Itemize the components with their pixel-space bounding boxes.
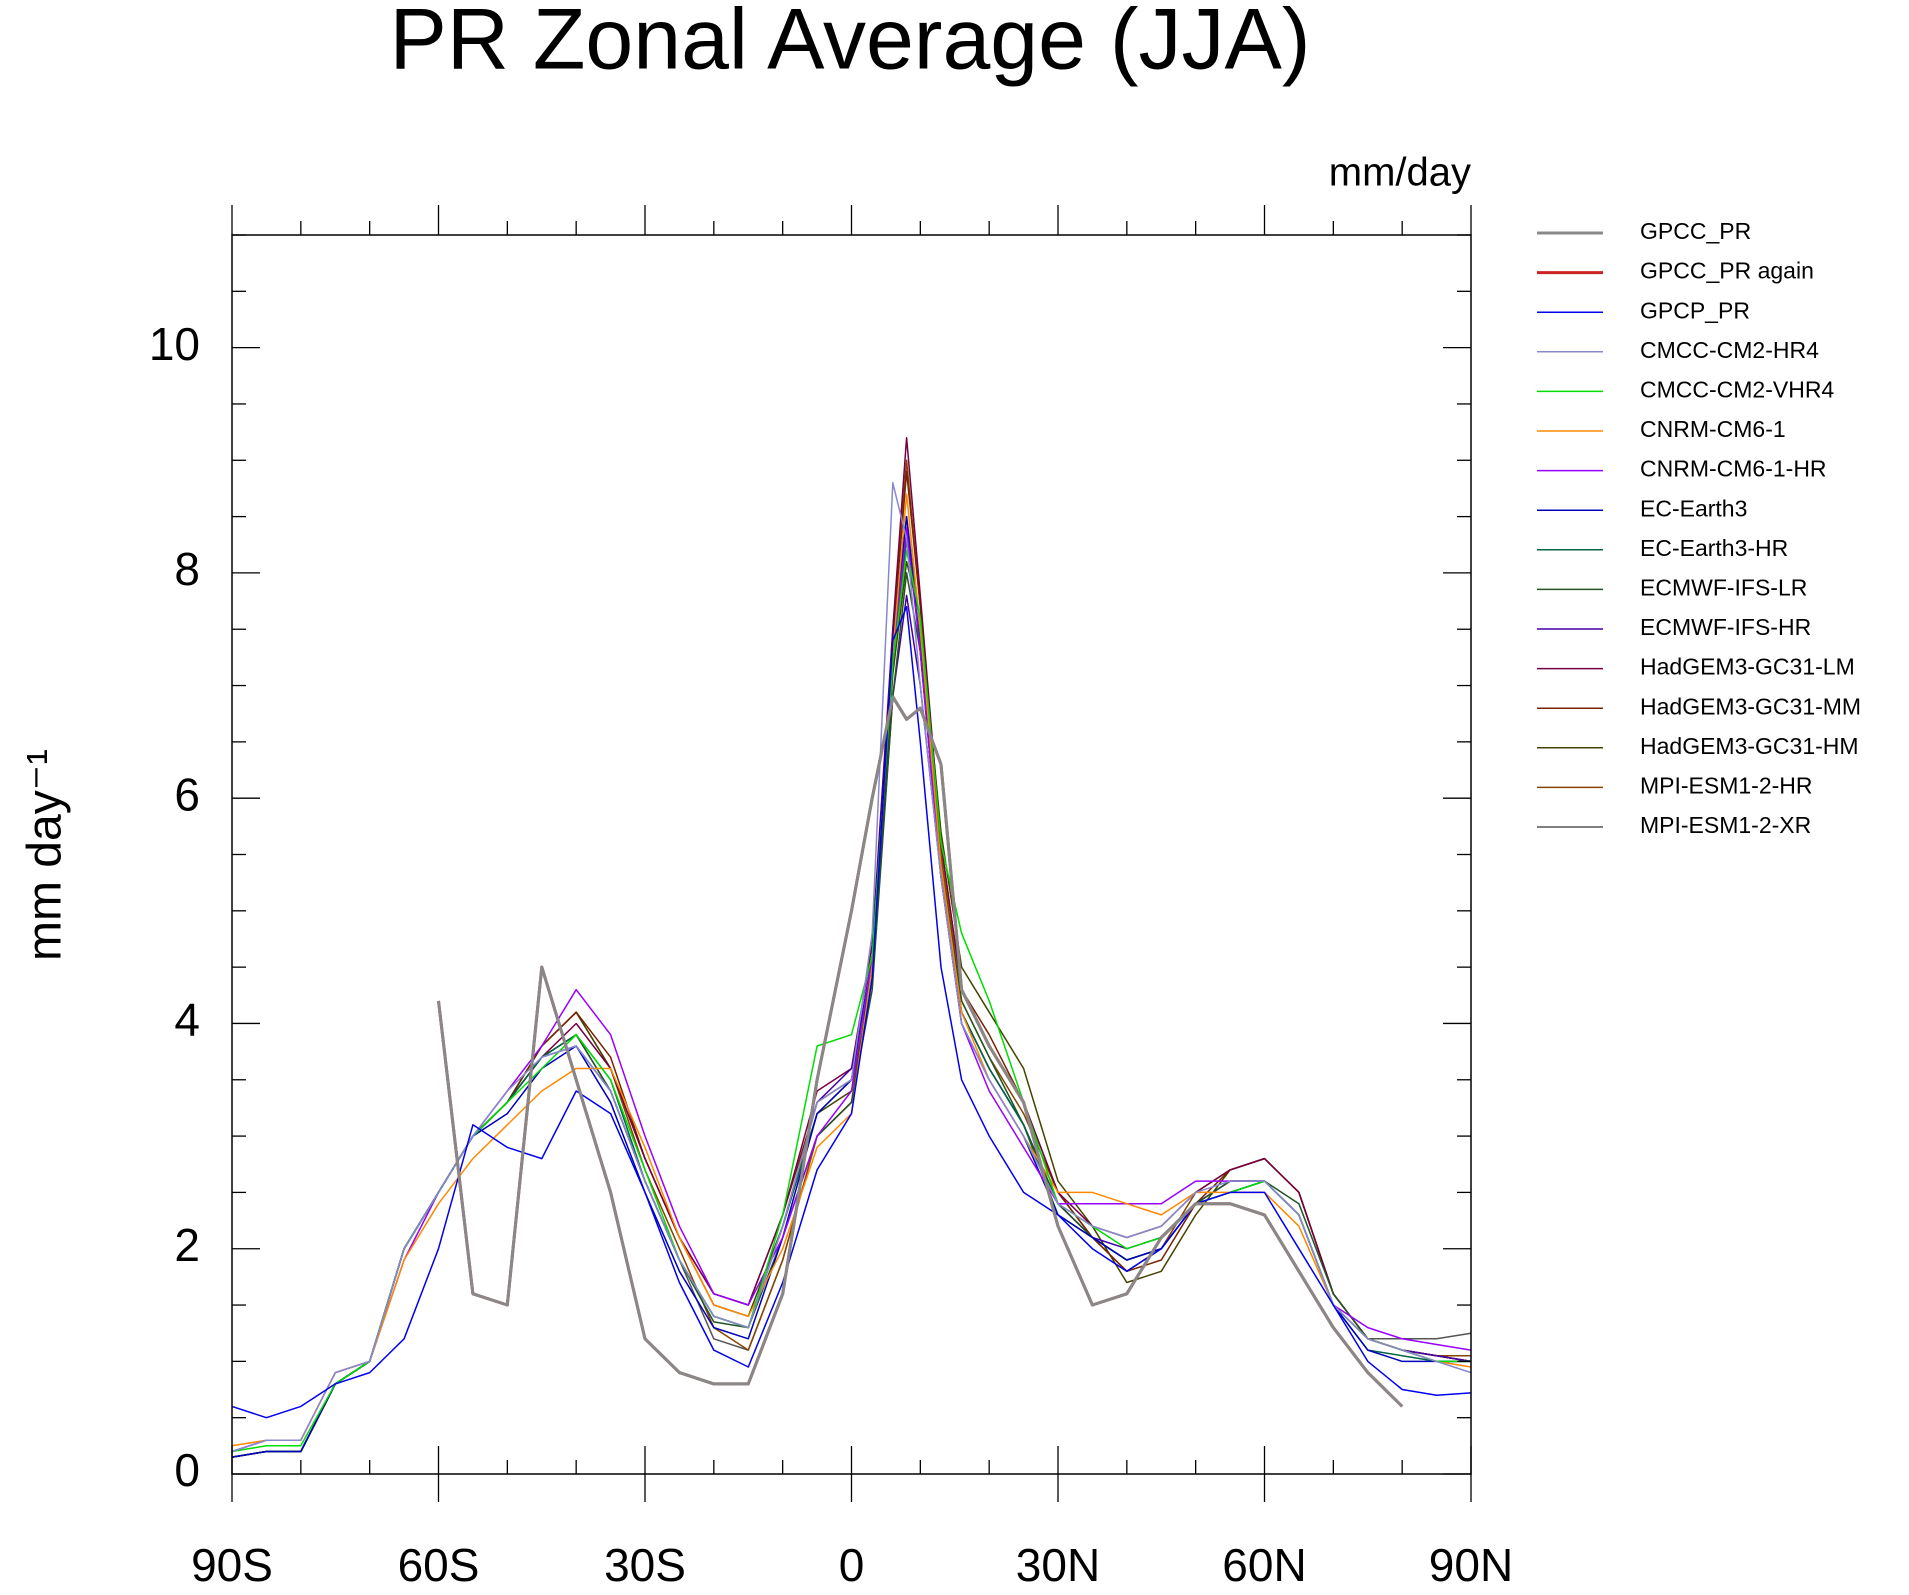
data-line xyxy=(437,695,1404,1408)
y-tick-label: 4 xyxy=(174,994,200,1046)
legend-label: HadGEM3-GC31-LM xyxy=(1640,654,1855,680)
x-tick-label: 30S xyxy=(604,1539,686,1591)
legend-label: ECMWF-IFS-LR xyxy=(1640,574,1807,600)
y-tick-label: 6 xyxy=(174,768,200,820)
y-tick-label: 8 xyxy=(174,543,200,595)
x-tick-label: 60N xyxy=(1222,1539,1306,1591)
x-tick-label: 90N xyxy=(1429,1539,1513,1591)
legend-label: ECMWF-IFS-HR xyxy=(1640,614,1811,640)
units-label: mm/day xyxy=(1329,151,1471,195)
y-tick-label: 0 xyxy=(174,1444,200,1496)
data-line xyxy=(231,538,1471,1458)
data-line xyxy=(231,527,1472,1453)
legend-label: CMCC-CM2-VHR4 xyxy=(1640,376,1834,402)
y-tick-label: 2 xyxy=(174,1219,200,1271)
data-line xyxy=(231,605,1472,1419)
x-tick-label: 60S xyxy=(398,1539,480,1591)
plot-frame xyxy=(231,234,1472,1475)
data-line xyxy=(437,695,1404,1408)
x-tick-label: 30N xyxy=(1016,1539,1100,1591)
legend-label: MPI-ESM1-2-XR xyxy=(1640,812,1811,838)
data-line xyxy=(231,560,1472,1458)
legend-label: HadGEM3-GC31-MM xyxy=(1640,693,1861,719)
data-line xyxy=(231,459,1471,1458)
legend-label: GPCC_PR again xyxy=(1640,258,1814,284)
data-line xyxy=(231,482,1472,1453)
x-tick-label: 90S xyxy=(191,1539,273,1591)
data-line xyxy=(231,470,1472,1458)
legend-label: GPCC_PR xyxy=(1640,218,1751,244)
legend-label: EC-Earth3 xyxy=(1640,495,1747,521)
legend-label: CNRM-CM6-1 xyxy=(1640,416,1786,442)
data-line xyxy=(231,515,1472,1458)
x-tick-label: 0 xyxy=(839,1539,865,1591)
y-tick-label: 10 xyxy=(149,318,200,370)
legend-label: GPCP_PR xyxy=(1640,297,1750,323)
data-line xyxy=(231,549,1471,1453)
plot-area xyxy=(231,436,1472,1458)
legend-label: HadGEM3-GC31-HM xyxy=(1640,733,1859,759)
legend: GPCC_PR GPCC_PR again GPCP_PR CMCC-CM2-HR4 C… xyxy=(1537,218,1861,838)
legend-label: EC-Earth3-HR xyxy=(1640,535,1788,561)
data-line xyxy=(231,594,1472,1458)
data-line xyxy=(231,515,1471,1458)
y-axis-label: mm day⁻¹ xyxy=(19,749,72,961)
chart-title: PR Zonal Average (JJA) xyxy=(390,0,1311,88)
legend-label: CMCC-CM2-HR4 xyxy=(1640,337,1819,363)
legend-label: MPI-ESM1-2-HR xyxy=(1640,772,1813,798)
data-line xyxy=(231,572,1471,1458)
legend-label: CNRM-CM6-1-HR xyxy=(1640,456,1827,482)
